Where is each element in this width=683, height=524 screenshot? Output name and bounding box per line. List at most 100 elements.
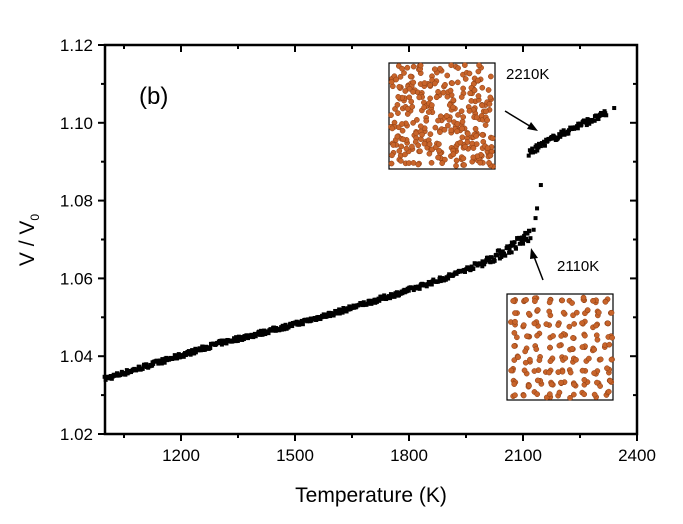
atom (450, 151, 457, 158)
atom (427, 82, 433, 89)
atom (511, 330, 518, 336)
data-point (494, 253, 499, 258)
data-point (538, 183, 543, 188)
atom (450, 104, 456, 111)
atom (474, 77, 481, 84)
atom (550, 333, 556, 339)
atom (460, 85, 466, 92)
atom (560, 309, 567, 316)
atom (442, 81, 448, 88)
atom (414, 117, 420, 123)
data-point (376, 296, 381, 301)
arrow-2210k (504, 110, 538, 131)
atom (593, 332, 600, 339)
atom (421, 104, 427, 111)
data-point (193, 350, 198, 355)
atom (398, 158, 404, 164)
atom (394, 101, 401, 108)
atom (579, 344, 586, 350)
atom (556, 389, 563, 396)
data-point (246, 336, 251, 341)
atom (546, 369, 553, 376)
x-tick-labels: 1200 1500 1800 2100 2400 (162, 446, 656, 465)
atom (388, 112, 394, 118)
data-point (369, 301, 374, 306)
atom (558, 379, 564, 386)
atom (467, 90, 473, 97)
y-axis-title-subscript: 0 (28, 214, 42, 221)
data-point (290, 323, 295, 328)
atom (559, 297, 566, 304)
data-point (604, 113, 609, 118)
atom (475, 93, 482, 99)
x-tick-label: 1500 (276, 446, 314, 465)
atom (546, 299, 553, 306)
data-point (492, 258, 497, 263)
atom (570, 335, 576, 341)
atom (457, 139, 464, 146)
atom (547, 344, 553, 351)
data-point (176, 352, 181, 357)
data-point (190, 348, 195, 353)
data-point (321, 312, 326, 317)
x-tick-label: 2400 (618, 446, 656, 465)
atom (399, 65, 405, 72)
data-point (230, 339, 235, 344)
atom (415, 142, 422, 149)
atom (394, 133, 401, 140)
data-point (283, 322, 288, 327)
data-points (102, 106, 617, 382)
atom (597, 383, 603, 389)
atom (404, 64, 411, 71)
data-point (596, 116, 601, 121)
atom (486, 101, 493, 107)
atom (569, 300, 575, 306)
data-point (517, 241, 522, 246)
data-point (584, 123, 589, 128)
data-point (208, 346, 213, 351)
data-point (259, 328, 264, 333)
data-point (219, 342, 224, 347)
atom (432, 124, 439, 131)
atom (548, 381, 555, 388)
data-point (595, 113, 600, 118)
atom (455, 65, 461, 71)
y-tick-labels: 1.02 1.04 1.06 1.08 1.10 1.12 (60, 36, 93, 444)
data-point (603, 111, 608, 116)
atom (458, 94, 465, 100)
atom (427, 131, 434, 137)
data-point (526, 153, 531, 158)
data-point (436, 279, 441, 284)
atom (404, 111, 411, 117)
data-point (583, 120, 588, 125)
plot-frame (103, 43, 639, 436)
data-point (428, 280, 433, 285)
atom (593, 322, 600, 329)
atom (400, 136, 407, 143)
data-point (538, 144, 543, 149)
data-point (463, 269, 468, 274)
atom (605, 388, 612, 395)
data-point (519, 238, 524, 243)
atom (426, 141, 433, 148)
data-point (266, 331, 271, 336)
atom (459, 118, 466, 125)
data-point (314, 317, 319, 322)
data-point (300, 322, 305, 327)
atom (482, 122, 489, 128)
atom (604, 320, 611, 327)
atom (570, 391, 577, 398)
atom (546, 308, 553, 315)
data-point (331, 311, 336, 316)
atom (395, 94, 402, 100)
atom (484, 117, 491, 124)
atom (428, 159, 435, 166)
atom (584, 307, 591, 313)
atom (415, 161, 422, 168)
atom (437, 113, 444, 120)
atom (419, 131, 425, 138)
atom (562, 355, 569, 361)
data-point (530, 146, 535, 151)
atom (556, 342, 563, 349)
atom (448, 62, 455, 69)
